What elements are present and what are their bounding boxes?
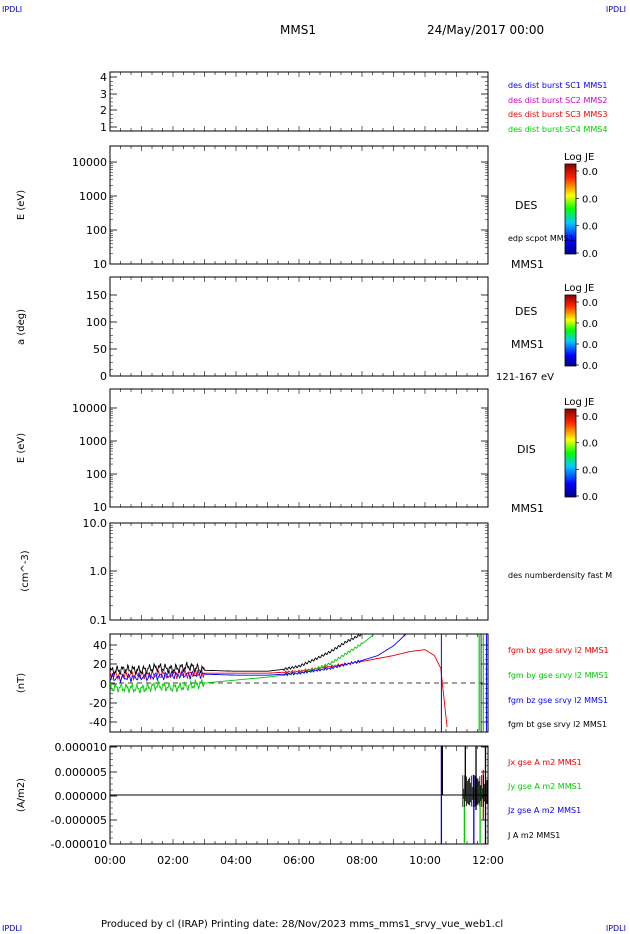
instrument-label: DES	[515, 305, 537, 318]
colorbar-tick-label: 0.0	[582, 465, 598, 476]
legend-entry: fgm bz gse srvy l2 MMS1	[508, 696, 608, 705]
legend-entry: fgm bx gse srvy l2 MMS1	[508, 646, 609, 655]
legend-entry: Jz gse A m2 MMS1	[507, 806, 581, 815]
y-tick-label: 0.000010	[55, 741, 108, 754]
time-tick-label: 10:00	[409, 854, 441, 867]
y-axis-label: (nT)	[16, 673, 27, 693]
legend-entry: fgm bt gse srvy l2 MMS1	[508, 720, 607, 729]
y-axis-label: E (eV)	[16, 190, 27, 220]
corner-label-bottom-left: IPDLI	[2, 924, 23, 933]
y-tick-label: 150	[86, 289, 107, 302]
y-tick-label: 10000	[72, 402, 107, 415]
corner-label-top-right: IPDLI	[605, 5, 626, 14]
y-axis-label: a (deg)	[16, 309, 27, 345]
y-axis-label: E (eV)	[16, 433, 27, 463]
time-tick-label: 06:00	[283, 854, 315, 867]
colorbar-title: Log JE	[564, 397, 594, 408]
energy-range-label: 121-167 eV	[496, 372, 554, 383]
legend-entry: fgm by gse srvy l2 MMS1	[508, 671, 609, 680]
y-tick-label: 0	[100, 370, 107, 383]
time-tick-label: 02:00	[157, 854, 189, 867]
legend-entry: des dist burst SC1 MMS1	[508, 81, 607, 90]
panel-frame	[109, 522, 489, 621]
spacecraft-label: MMS1	[511, 338, 544, 351]
y-tick-label: 0	[100, 678, 107, 691]
page-title: MMS1	[280, 23, 316, 37]
colorbar-tick-label: 0.0	[582, 194, 598, 205]
series-line	[110, 634, 362, 676]
y-tick-label: 20	[93, 658, 107, 671]
colorbar-tick-label: 0.0	[582, 492, 598, 503]
legend-entry: des dist burst SC4 MMS4	[508, 125, 607, 134]
series-line	[110, 634, 407, 683]
corner-label-top-left: IPDLI	[2, 5, 23, 14]
colorbar-title: Log JE	[564, 152, 594, 163]
time-tick-label: 00:00	[94, 854, 126, 867]
y-tick-label: 10	[93, 258, 107, 271]
y-tick-label: 10.0	[83, 517, 108, 530]
colorbar	[564, 163, 577, 255]
legend-entry: des dist burst SC3 MMS3	[508, 110, 607, 119]
colorbar-title: Log JE	[564, 283, 594, 294]
colorbar-tick-label: 0.0	[582, 412, 598, 423]
corner-label-bottom-right: IPDLI	[605, 924, 626, 933]
y-tick-label: 1000	[79, 435, 107, 448]
y-tick-label: 0.000005	[55, 766, 108, 779]
y-tick-label: 10	[93, 501, 107, 514]
y-tick-label: 3	[100, 88, 107, 101]
y-tick-label: -40	[89, 716, 107, 729]
colorbar-tick-label: 0.0	[582, 298, 598, 309]
colorbar-tick-label: 0.0	[582, 361, 598, 372]
y-axis-label: (cm^-3)	[20, 550, 31, 591]
colorbar-tick-label: 0.0	[582, 167, 598, 178]
time-tick-label: 08:00	[346, 854, 378, 867]
colorbar-tick-label: 0.0	[582, 249, 598, 260]
y-tick-label: 2	[100, 104, 107, 117]
y-tick-label: -20	[89, 697, 107, 710]
legend-entry: des dist burst SC2 MMS2	[508, 96, 607, 105]
y-axis-label: (A/m2)	[16, 778, 27, 812]
legend-entry: J A m2 MMS1	[507, 831, 560, 840]
series-line	[110, 634, 375, 694]
panel-frame	[109, 71, 489, 132]
y-tick-label: 40	[93, 639, 107, 652]
y-tick-label: 0.000000	[55, 790, 108, 803]
instrument-label: DES	[515, 199, 537, 212]
y-tick-label: -0.000005	[51, 814, 107, 827]
panel-frame	[109, 276, 489, 377]
y-tick-label: 10000	[72, 156, 107, 169]
y-tick-label: 4	[100, 71, 107, 84]
page-date: 24/May/2017 00:00	[427, 23, 545, 37]
y-tick-label: 1000	[79, 190, 107, 203]
y-tick-label: 0.1	[90, 614, 108, 627]
y-tick-label: 100	[86, 316, 107, 329]
panel-frame	[109, 388, 489, 508]
y-tick-label: 50	[93, 343, 107, 356]
time-tick-label: 12:00	[472, 854, 504, 867]
colorbar-tick-label: 0.0	[582, 340, 598, 351]
spacecraft-label: MMS1	[511, 258, 544, 271]
legend-entry: Jy gse A m2 MMS1	[507, 782, 582, 791]
panel-frame	[109, 145, 489, 265]
legend-entry: Jx gse A m2 MMS1	[507, 758, 582, 767]
page-footer: Produced by cl (IRAP) Printing date: 28/…	[101, 919, 504, 930]
colorbar-tick-label: 0.0	[582, 439, 598, 450]
y-tick-label: 100	[86, 468, 107, 481]
annotation-label: edp scpot MMS1	[508, 234, 574, 243]
time-tick-label: 04:00	[220, 854, 252, 867]
y-tick-label: -0.000010	[51, 838, 107, 851]
y-tick-label: 100	[86, 224, 107, 237]
colorbar-tick-label: 0.0	[582, 319, 598, 330]
y-tick-label: 1	[100, 121, 107, 134]
legend-entry: des numberdensity fast M	[508, 571, 612, 580]
instrument-label: DIS	[517, 443, 536, 456]
colorbar-tick-label: 0.0	[582, 222, 598, 233]
spacecraft-label: MMS1	[511, 502, 544, 515]
y-tick-label: 1.0	[90, 565, 108, 578]
colorbar	[564, 408, 577, 498]
colorbar	[564, 294, 577, 367]
